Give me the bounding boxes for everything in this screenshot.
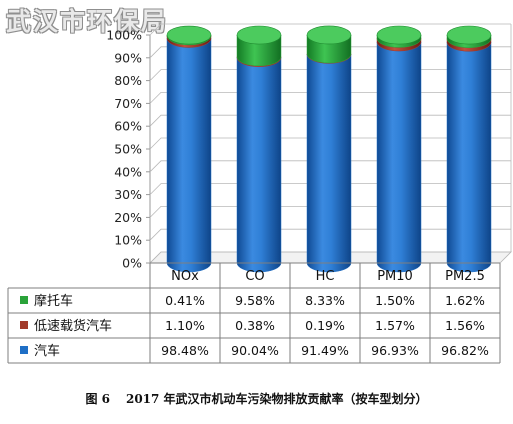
legend-label: 汽车 (34, 343, 60, 359)
bar-group-pm10 (376, 25, 422, 273)
figure-number: 图 6 (85, 392, 110, 406)
y-tick-label: 20% (114, 210, 142, 225)
bar-segment (166, 38, 212, 273)
y-tick-label: 30% (114, 187, 142, 202)
legend-swatch (20, 321, 28, 329)
y-tick-label: 60% (114, 119, 142, 134)
legend-swatch (20, 296, 28, 304)
y-tick-label: 80% (114, 73, 142, 88)
data-label: 1.10% (165, 318, 205, 333)
data-label: 0.41% (165, 293, 205, 308)
data-label: 96.93% (371, 343, 419, 358)
bar-top-cap (236, 25, 282, 45)
bar-top-cap (376, 25, 422, 45)
figure-title: 2017 年武汉市机动车污染物排放贡献率（按车型划分） (125, 392, 428, 406)
data-label: 96.82% (441, 343, 489, 358)
bar-segment (236, 57, 282, 273)
bar-top-cap (166, 25, 212, 45)
bar-top-cap (446, 25, 492, 45)
data-label: 1.57% (375, 318, 415, 333)
data-label: 0.19% (305, 318, 345, 333)
bar-segment (376, 41, 422, 273)
data-label: 0.38% (235, 318, 275, 333)
y-tick-label: 50% (114, 142, 142, 157)
x-tick-label: NOx (171, 269, 199, 284)
bar-group-nox (166, 25, 212, 273)
watermark: 武汉市环保局 (6, 7, 169, 36)
y-tick-label: 70% (114, 96, 142, 111)
figure-caption: 图 6 2017 年武汉市机动车污染物排放贡献率（按车型划分） (0, 390, 513, 407)
legend-label: 摩托车 (34, 293, 73, 309)
x-tick-label: PM2.5 (445, 269, 485, 284)
data-label: 8.33% (305, 293, 345, 308)
bars-layer (166, 25, 492, 273)
data-label: 9.58% (235, 293, 275, 308)
gridline (149, 23, 511, 36)
data-label: 1.62% (445, 293, 485, 308)
bar-top-cap (306, 25, 352, 45)
data-label: 91.49% (301, 343, 349, 358)
bar-group-co (236, 25, 282, 273)
data-label: 90.04% (231, 343, 279, 358)
data-label: 1.56% (445, 318, 485, 333)
data-label: 1.50% (375, 293, 415, 308)
y-tick-label: 100% (106, 28, 142, 43)
y-tick-label: 0% (122, 256, 142, 271)
data-table: NOx CO HC PM10 PM2.5 摩托车 0.41% 9.58% 8.33% 1.50% 1… (7, 262, 501, 364)
y-tick-label: 10% (114, 233, 142, 248)
bar-segment (446, 42, 492, 273)
x-tick-label: HC (316, 269, 335, 284)
x-tick-label: CO (245, 269, 264, 284)
y-tick-label: 90% (114, 50, 142, 65)
bar-segment (306, 54, 352, 273)
data-label: 98.48% (161, 343, 209, 358)
legend-swatch (20, 346, 28, 354)
x-tick-label: PM10 (377, 269, 413, 284)
legend-label: 低速载货汽车 (34, 318, 112, 334)
bar-group-pm25 (446, 25, 492, 273)
y-tick-label: 40% (114, 164, 142, 179)
bar-group-hc (306, 25, 352, 273)
